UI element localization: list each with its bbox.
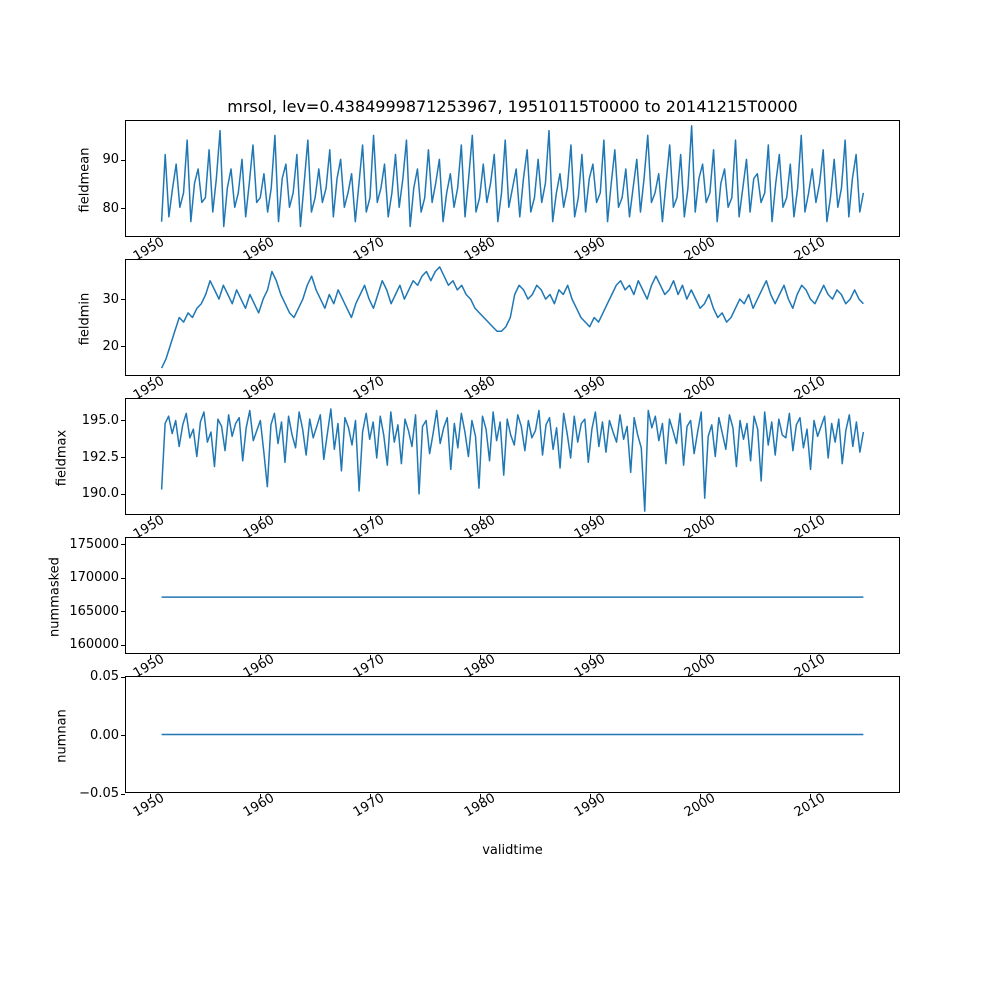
x-tick <box>810 516 812 520</box>
x-tick <box>810 377 812 381</box>
x-tick <box>590 238 592 242</box>
x-tick <box>259 655 261 659</box>
ylabel-fieldmean: fieldmean <box>77 147 93 212</box>
x-tick <box>590 794 592 798</box>
ylabel-nummasked: nummasked <box>47 556 63 637</box>
x-tick <box>700 377 702 381</box>
x-tick <box>590 516 592 520</box>
y-tick-label: 175000 <box>69 536 119 552</box>
x-tick <box>590 655 592 659</box>
y-tick <box>121 611 125 612</box>
x-tick <box>700 794 702 798</box>
y-tick <box>121 457 125 458</box>
x-tick <box>369 377 371 381</box>
x-tick-label: 1980 <box>461 790 498 821</box>
x-tick <box>369 655 371 659</box>
fieldmin-line <box>160 266 864 369</box>
x-tick <box>369 794 371 798</box>
x-tick <box>810 655 812 659</box>
y-tick-label: 30 <box>102 291 119 307</box>
x-tick <box>810 794 812 798</box>
x-tick <box>480 516 481 520</box>
x-tick <box>149 516 151 520</box>
x-tick <box>480 238 481 242</box>
x-tick <box>149 238 151 242</box>
y-tick-label: 165000 <box>69 603 119 619</box>
x-axis-label: validtime <box>482 843 543 858</box>
x-tick <box>259 794 261 798</box>
y-tick-label: 170000 <box>69 570 119 586</box>
x-tick-label: 1970 <box>351 790 388 821</box>
x-tick-label: 1990 <box>571 790 608 821</box>
y-tick <box>121 676 125 678</box>
y-tick-label: 20 <box>102 338 119 354</box>
ylabel-fieldmax: fieldmax <box>54 429 70 486</box>
x-tick <box>700 655 702 659</box>
x-tick <box>480 377 481 381</box>
y-tick-label: 195.0 <box>81 412 119 428</box>
x-tick <box>149 794 151 798</box>
subplot-fieldmax: 190.0 192.5 195.0 fieldmax <box>55 398 900 520</box>
x-tick <box>369 516 371 520</box>
y-tick <box>121 793 125 795</box>
y-tick-label: 160000 <box>69 637 119 652</box>
x-tick <box>369 238 371 242</box>
x-tick <box>259 516 261 520</box>
y-tick <box>121 735 125 736</box>
y-tick-label: 192.5 <box>81 449 119 465</box>
subplot-nummasked: 160000 165000 170000 175000 nummasked <box>48 537 900 659</box>
y-tick <box>121 299 125 301</box>
x-tick <box>590 377 592 381</box>
y-tick-label: 0.00 <box>90 727 119 743</box>
x-tick-labels: 1950 1960 1970 1980 1990 2000 2010 <box>125 791 900 830</box>
y-tick-label: 90 <box>102 152 119 167</box>
ylabel-numnan: numnan <box>54 708 70 763</box>
chart-title: mrsol, lev=0.4384999871253967, 19510115T… <box>227 97 798 116</box>
x-tick-label: 1950 <box>131 790 168 821</box>
x-tick <box>480 655 481 659</box>
x-tick <box>810 238 812 242</box>
ylabel-fieldmin: fieldmin <box>77 292 93 345</box>
x-tick <box>149 377 151 381</box>
x-tick <box>259 238 261 242</box>
subplot-fieldmean: 80 90 fieldmean <box>78 120 900 242</box>
x-tick <box>149 655 151 659</box>
y-tick-label: 0.05 <box>90 669 119 684</box>
x-tick-label: 2000 <box>681 790 718 821</box>
fieldmean-line <box>160 125 865 228</box>
y-tick-label: 80 <box>102 200 119 216</box>
subplot-fieldmin: 20 30 fieldmin <box>78 259 900 381</box>
x-tick <box>480 794 481 798</box>
y-tick <box>121 346 125 348</box>
fieldmax-line <box>160 408 865 512</box>
x-tick <box>700 516 702 520</box>
y-tick-label: 190.0 <box>81 486 119 502</box>
y-tick-label: −0.05 <box>79 786 119 801</box>
y-tick <box>121 208 125 210</box>
y-tick <box>121 544 125 546</box>
y-tick <box>121 159 125 161</box>
x-tick <box>259 377 261 381</box>
x-tick-label: 1960 <box>241 790 278 821</box>
x-tick-label: 2010 <box>791 790 828 821</box>
y-tick <box>121 577 125 579</box>
y-tick <box>121 644 125 646</box>
x-tick <box>700 238 702 242</box>
y-tick <box>121 493 125 495</box>
subplot-numnan: −0.05 0.00 0.05 numnan <box>55 669 900 801</box>
y-tick <box>121 420 125 422</box>
